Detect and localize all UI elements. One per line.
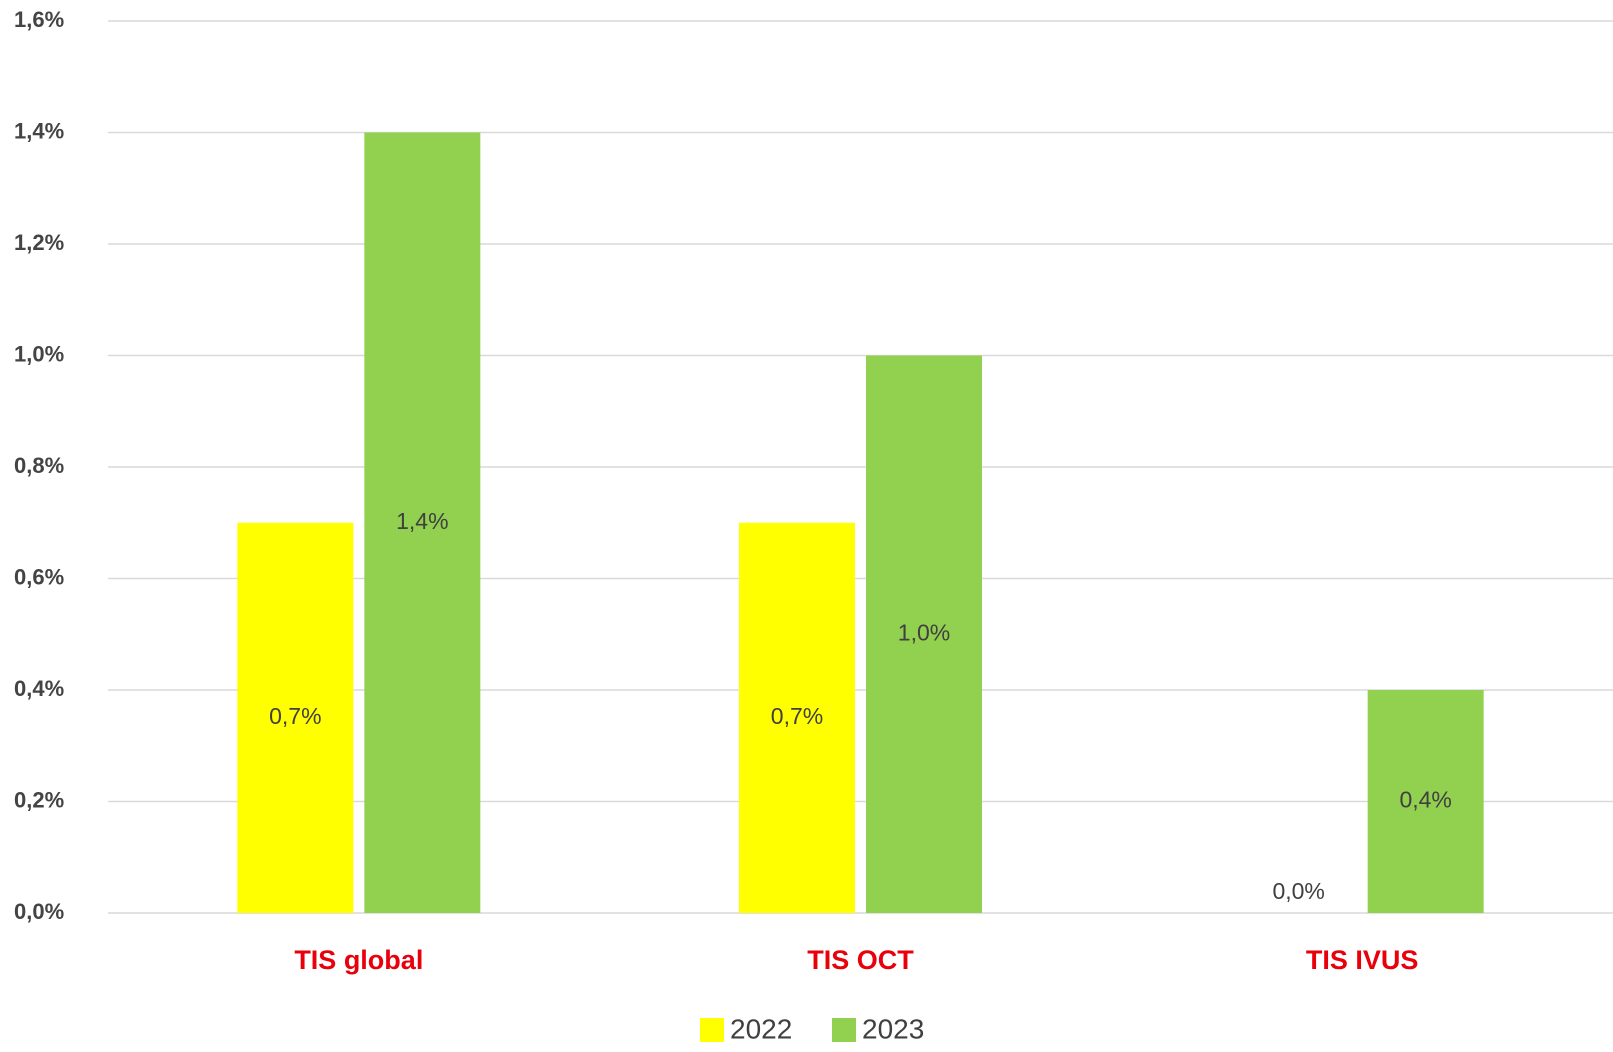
y-tick-label: 1,6% <box>14 7 64 32</box>
value-label: 0,4% <box>1399 787 1451 813</box>
y-tick-label: 0,4% <box>14 676 64 701</box>
y-tick-label: 0,6% <box>14 564 64 589</box>
value-label: 1,4% <box>396 508 448 534</box>
value-label: 0,7% <box>771 703 823 729</box>
value-label: 1,0% <box>898 619 950 645</box>
legend-swatch <box>700 1018 724 1042</box>
y-tick-label: 0,8% <box>14 453 64 478</box>
y-tick-label: 1,0% <box>14 341 64 366</box>
x-tick-label: TIS IVUS <box>1306 945 1419 975</box>
legend-swatch <box>832 1018 856 1042</box>
y-tick-label: 1,4% <box>14 118 64 143</box>
chart: 0,0% 0,2% 0,4% 0,6% 0,8% 1,0% 1,2% 1,4% 1,6% 0,7%… <box>0 0 1613 1052</box>
legend-label: 2022 <box>730 1013 792 1044</box>
y-tick-label: 0,2% <box>14 787 64 812</box>
y-tick-label: 0,0% <box>14 899 64 924</box>
page: 0,0% 0,2% 0,4% 0,6% 0,8% 1,0% 1,2% 1,4% 1,6% 0,7%… <box>0 0 1613 1052</box>
value-label: 0,0% <box>1272 878 1324 904</box>
legend-label: 2023 <box>862 1013 924 1044</box>
value-label: 0,7% <box>269 703 321 729</box>
x-tick-label: TIS OCT <box>807 945 914 975</box>
x-tick-label: TIS global <box>294 945 423 975</box>
y-tick-label: 1,2% <box>14 230 64 255</box>
